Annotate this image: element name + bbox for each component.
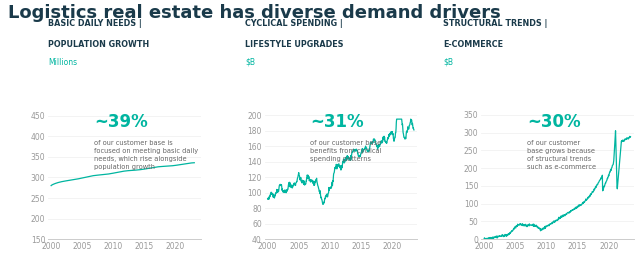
Text: of our customer base is
focused on meeting basic daily
needs, which rise alongsi: of our customer base is focused on meeti… [93,139,198,170]
Text: CYCLICAL SPENDING |: CYCLICAL SPENDING | [245,19,343,28]
Text: ~39%: ~39% [93,113,147,131]
Text: of our customer
base grows because
of structural trends
such as e-commerce: of our customer base grows because of st… [527,139,596,170]
Text: $B: $B [443,58,453,67]
Text: $B: $B [245,58,255,67]
Text: Millions: Millions [48,58,77,67]
Text: BASIC DAILY NEEDS |: BASIC DAILY NEEDS | [48,19,141,28]
Text: STRUCTURAL TRENDS |: STRUCTURAL TRENDS | [443,19,547,28]
Text: ~31%: ~31% [310,113,364,131]
Text: of our customer base
benefits from cyclical
spending patterns: of our customer base benefits from cycli… [310,139,382,162]
Text: POPULATION GROWTH: POPULATION GROWTH [48,40,149,49]
Text: Logistics real estate has diverse demand drivers: Logistics real estate has diverse demand… [8,4,501,22]
Text: LIFESTYLE UPGRADES: LIFESTYLE UPGRADES [245,40,344,49]
Text: E-COMMERCE: E-COMMERCE [443,40,503,49]
Text: ~30%: ~30% [527,113,580,131]
